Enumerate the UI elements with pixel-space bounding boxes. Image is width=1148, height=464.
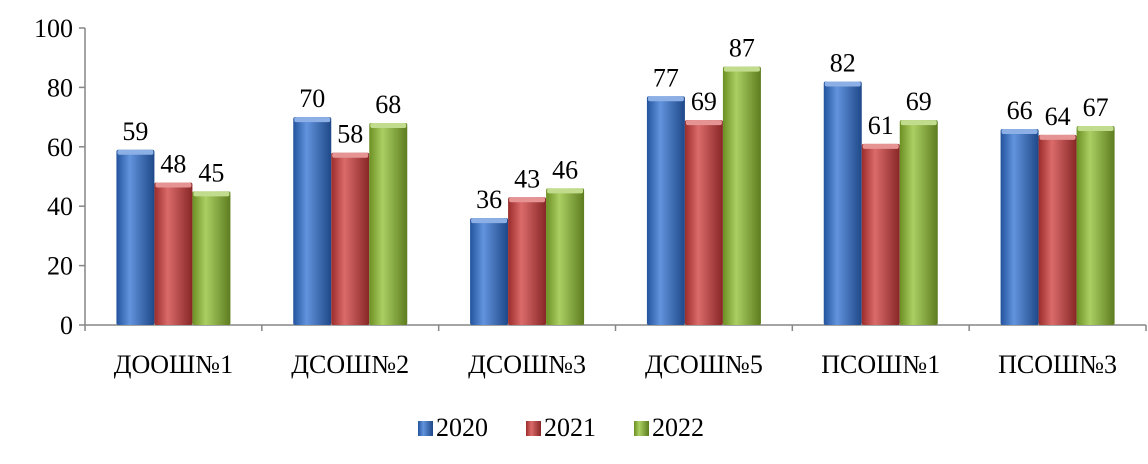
bar-cap (193, 191, 230, 197)
x-category-label: ДСОШ№5 (645, 350, 763, 379)
bar-2021-2 (331, 152, 370, 325)
data-label: 58 (337, 120, 363, 149)
bar-cap (509, 197, 546, 203)
bar-cap (370, 123, 407, 129)
bar-2022-6 (1076, 126, 1115, 325)
bar-2020-6 (1000, 128, 1039, 325)
data-label: 61 (868, 111, 894, 140)
data-label: 36 (476, 185, 502, 214)
bar-cap (1039, 134, 1076, 140)
bar-2021-1 (154, 182, 193, 325)
bar-2022-1 (192, 191, 231, 325)
bar-cap (1077, 126, 1114, 132)
bar-cap (471, 218, 508, 224)
legend-label: 2022 (652, 413, 704, 442)
bars (116, 66, 1115, 326)
bar-2022-2 (369, 123, 408, 325)
x-category-label: ДСОШ№2 (291, 350, 409, 379)
y-tick-label: 40 (47, 192, 73, 221)
bar-2020-1 (116, 149, 155, 325)
y-tick-label: 60 (47, 133, 73, 162)
bar-2020-3 (470, 218, 509, 325)
legend-swatch-2022 (634, 421, 649, 436)
data-label: 67 (1083, 93, 1109, 122)
bar-cap (862, 143, 899, 149)
data-label: 87 (729, 34, 755, 63)
data-label: 66 (1007, 96, 1033, 125)
bar-2020-5 (823, 81, 862, 326)
bar-cap (294, 117, 331, 123)
data-label: 48 (160, 149, 186, 178)
data-label: 59 (122, 117, 148, 146)
data-label: 82 (830, 48, 856, 77)
y-tick-label: 80 (47, 73, 73, 102)
bar-2021-5 (861, 143, 900, 325)
bar-cap (1001, 128, 1038, 134)
bar-cap (155, 182, 192, 188)
data-label: 70 (299, 84, 325, 113)
legend-swatch-2020 (418, 421, 433, 436)
bar-cap (332, 152, 369, 158)
bar-cap (824, 81, 861, 87)
x-category-label: ДСОШ№3 (468, 350, 586, 379)
y-tick-label: 20 (47, 252, 73, 281)
legend-label: 2020 (436, 413, 488, 442)
x-category-label: ПСОШ№3 (998, 350, 1117, 379)
legend-swatch-2021 (526, 421, 541, 436)
bar-2021-4 (684, 120, 723, 325)
data-label: 69 (691, 87, 717, 116)
legend-label: 2021 (544, 413, 596, 442)
legend: 2020 2021 2022 (418, 413, 704, 442)
data-label: 45 (198, 158, 224, 187)
y-tick-label: 100 (34, 14, 73, 43)
data-labels: 59 48 45 70 58 68 36 43 46 77 69 87 82 61 69 66 64 67 (122, 34, 1108, 214)
bar-cap (647, 96, 684, 102)
bar-cap (723, 66, 760, 72)
data-label: 69 (906, 87, 932, 116)
bar-2022-3 (546, 188, 585, 325)
data-label: 64 (1045, 102, 1071, 131)
bar-2020-2 (293, 117, 332, 325)
data-label: 68 (375, 90, 401, 119)
bar-cap (685, 120, 722, 126)
bar-2021-3 (508, 197, 547, 325)
y-tick-label: 0 (60, 311, 73, 340)
bar-cap (900, 120, 937, 126)
axes: 0 20 40 60 80 100 ДООШ№1 ДСОШ№2 ДСОШ№3 ДСОШ№5 ПСОШ… (34, 14, 1147, 379)
bar-2021-6 (1038, 134, 1077, 325)
x-category-label: ПСОШ№1 (821, 350, 940, 379)
x-category-label: ДООШ№1 (114, 350, 233, 379)
bar-cap (117, 149, 154, 155)
data-label: 43 (514, 164, 540, 193)
data-label: 77 (653, 63, 679, 92)
data-label: 46 (552, 155, 578, 184)
bar-2022-5 (899, 120, 938, 325)
bar-cap (547, 188, 584, 194)
bar-2020-4 (646, 96, 685, 325)
bar-2022-4 (722, 66, 761, 326)
